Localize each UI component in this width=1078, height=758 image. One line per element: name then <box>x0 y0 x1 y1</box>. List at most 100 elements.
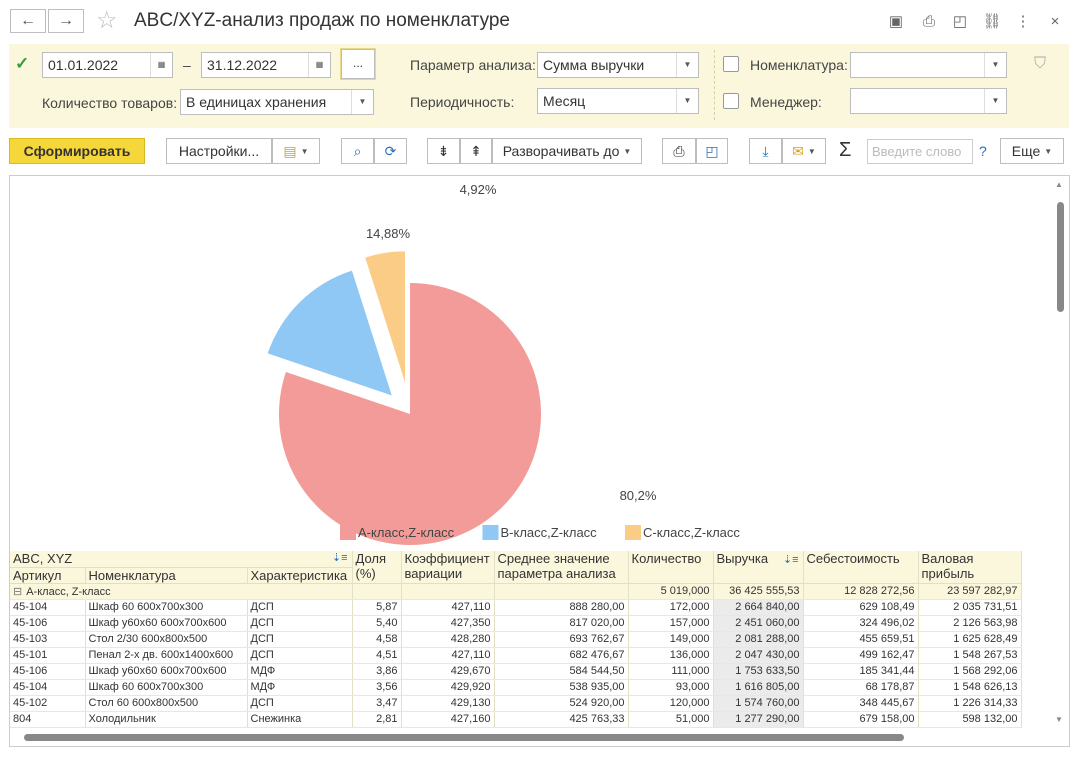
more-button[interactable]: Еще ▼ <box>1000 138 1064 164</box>
settings-button[interactable]: Настройки... <box>166 138 272 164</box>
vertical-scrollbar[interactable]: ▲ ▼ <box>1055 180 1065 724</box>
header-revenue[interactable]: Выручка ⇣≡ <box>713 551 804 584</box>
link-icon[interactable]: ⛓ <box>982 13 1002 30</box>
download-icon: ⤓ <box>762 143 769 159</box>
search-input[interactable]: Введите слово <box>867 139 973 164</box>
expand-to-label: Разворачивать до <box>502 143 620 159</box>
back-arrow-icon[interactable]: ← <box>10 9 46 33</box>
table-row[interactable]: 45-104 Шкаф 60 600x700x300 МДФ 3,56 429,920 5… <box>10 679 1022 696</box>
preview-icon[interactable]: ◰ <box>952 13 968 30</box>
filter-icon[interactable]: ⛉ <box>1034 55 1047 72</box>
favorite-star-icon[interactable]: ☆ <box>96 7 118 34</box>
preview-icon: ◰ <box>705 143 719 159</box>
date-from-field[interactable]: 01.01.2022 ▦ <box>42 52 173 78</box>
manager-field[interactable]: ▼ <box>850 88 1007 114</box>
header-qty[interactable]: Количество <box>628 551 714 584</box>
pie-slice[interactable] <box>278 283 541 545</box>
nomenclature-checkbox[interactable] <box>723 56 739 72</box>
date-to-field[interactable]: 31.12.2022 ▦ <box>201 52 331 78</box>
row-nomenclature: Шкаф у60х60 600x700x600 <box>85 615 248 632</box>
table-row[interactable]: 804 Холодильник Снежинка 2,81 427,160 425 763… <box>10 711 1022 728</box>
header-nomenclature[interactable]: Номенклатура <box>85 567 248 584</box>
expand-to-button[interactable]: Разворачивать до ▼ <box>492 138 642 164</box>
header-article[interactable]: Артикул <box>10 567 86 584</box>
row-revenue: 1 277 290,00 <box>713 711 804 728</box>
row-share: 2,81 <box>352 711 402 728</box>
period-checkbox[interactable]: ✓ <box>15 54 30 73</box>
period-select[interactable]: Месяц ▼ <box>537 88 699 114</box>
sort-icon[interactable]: ⇣≡ <box>331 552 348 564</box>
horizontal-scroll-thumb[interactable] <box>24 734 904 741</box>
row-coef: 429,130 <box>401 695 495 712</box>
header-cost[interactable]: Себестоимость <box>803 551 919 584</box>
generate-button[interactable]: Сформировать <box>9 138 145 164</box>
help-icon[interactable]: ? <box>979 143 987 159</box>
horizontal-scrollbar[interactable] <box>24 734 1044 742</box>
expand-all-button[interactable]: ⇟ <box>427 138 460 164</box>
manager-checkbox[interactable] <box>723 93 739 109</box>
search-next-icon: ⟳ <box>384 143 397 159</box>
header-abc-xyz[interactable]: ABC, XYZ ⇣≡ <box>10 551 353 568</box>
chevron-down-icon[interactable]: ▼ <box>351 90 373 114</box>
print-icon[interactable]: ⎙ <box>922 13 935 30</box>
report-table[interactable]: ABC, XYZ ⇣≡ Доля (%) Коэффициент вариаци… <box>10 551 1022 728</box>
sum-icon[interactable]: Σ <box>839 139 852 161</box>
close-icon[interactable]: × <box>1050 13 1060 30</box>
variants-button[interactable]: ▤ ▼ <box>272 138 320 164</box>
report-area[interactable]: 80,2% 14,88% 4,92% A-класс,Z-класс B-класс,Z… <box>9 175 1070 747</box>
find-button[interactable]: ⌕ <box>341 138 374 164</box>
vertical-scroll-thumb[interactable] <box>1057 202 1064 312</box>
print-button[interactable]: ⎙ <box>662 138 696 164</box>
chevron-down-icon[interactable]: ▼ <box>676 53 698 77</box>
row-profit: 1 226 314,33 <box>918 695 1022 712</box>
collapse-all-button[interactable]: ⇞ <box>460 138 492 164</box>
calendar-icon[interactable]: ▦ <box>150 53 172 77</box>
save-icon[interactable]: ▣ <box>888 13 904 30</box>
title-bar: ← → ☆ ABC/XYZ-анализ продаж по номенклат… <box>0 0 1078 44</box>
chevron-down-icon[interactable]: ▼ <box>984 53 1006 77</box>
calendar-icon[interactable]: ▦ <box>308 53 330 77</box>
table-row[interactable]: 45-101 Пенал 2-х дв. 600x1400x600 ДСП 4,51 4… <box>10 647 1022 664</box>
pie-slice[interactable] <box>267 270 392 396</box>
header-characteristic[interactable]: Характеристика <box>247 567 353 584</box>
row-characteristic: МДФ <box>247 679 353 696</box>
row-revenue: 1 753 633,50 <box>713 663 804 680</box>
qty-select[interactable]: В единицах хранения ▼ <box>180 89 374 115</box>
table-row[interactable]: 45-106 Шкаф у60х60 600x700x600 ДСП 5,40 427,… <box>10 615 1022 632</box>
forward-arrow-icon[interactable]: → <box>48 9 84 33</box>
chevron-down-icon[interactable]: ▼ <box>676 89 698 113</box>
period-select-button[interactable]: ... <box>340 48 376 80</box>
more-vertical-icon[interactable]: ⋮ <box>1015 13 1031 30</box>
header-coef[interactable]: Коэффициент вариации <box>401 551 495 584</box>
row-nomenclature: Шкаф 60 600x700x300 <box>85 599 248 616</box>
row-article: 45-102 <box>10 695 86 712</box>
save-to-file-button[interactable]: ⤓ <box>749 138 782 164</box>
header-profit[interactable]: Валовая прибыль <box>918 551 1022 584</box>
scroll-up-icon[interactable]: ▲ <box>1055 180 1063 189</box>
chevron-down-icon[interactable]: ▼ <box>984 89 1006 113</box>
scroll-down-icon[interactable]: ▼ <box>1055 715 1063 724</box>
pie-slice[interactable] <box>365 251 406 383</box>
table-row[interactable]: 45-103 Стол 2/30 600x800x500 ДСП 4,58 428,28… <box>10 631 1022 648</box>
table-row[interactable]: 45-104 Шкаф 60 600x700x300 ДСП 5,87 427,110 8… <box>10 599 1022 616</box>
row-characteristic: ДСП <box>247 647 353 664</box>
chevron-down-icon: ▼ <box>1044 147 1053 157</box>
print-icon: ⎙ <box>673 143 685 159</box>
print-preview-button[interactable]: ◰ <box>696 138 728 164</box>
row-article: 45-106 <box>10 615 86 632</box>
table-row[interactable]: 45-102 Стол 60 600x800x500 ДСП 3,47 429,130 5… <box>10 695 1022 712</box>
row-share: 5,87 <box>352 599 402 616</box>
table-row[interactable]: 45-106 Шкаф у60х60 600x700x600 МДФ 3,86 429,… <box>10 663 1022 680</box>
param-select[interactable]: Сумма выручки ▼ <box>537 52 699 78</box>
row-cost: 499 162,47 <box>803 647 919 664</box>
header-avg[interactable]: Среднее значение параметра анализа <box>494 551 629 584</box>
send-email-button[interactable]: ✉ ▼ <box>782 138 826 164</box>
find-next-button[interactable]: ⟳ <box>374 138 407 164</box>
row-qty: 149,000 <box>628 631 714 648</box>
header-share[interactable]: Доля (%) <box>352 551 402 584</box>
group-row[interactable]: ⊟ A-класс, Z-класс 5 019,000 36 425 555,5… <box>10 583 1022 600</box>
nomenclature-field[interactable]: ▼ <box>850 52 1007 78</box>
collapse-toggle-icon[interactable]: ⊟ <box>13 585 23 598</box>
sort-desc-icon[interactable]: ⇣≡ <box>782 554 799 566</box>
row-cost: 185 341,44 <box>803 663 919 680</box>
